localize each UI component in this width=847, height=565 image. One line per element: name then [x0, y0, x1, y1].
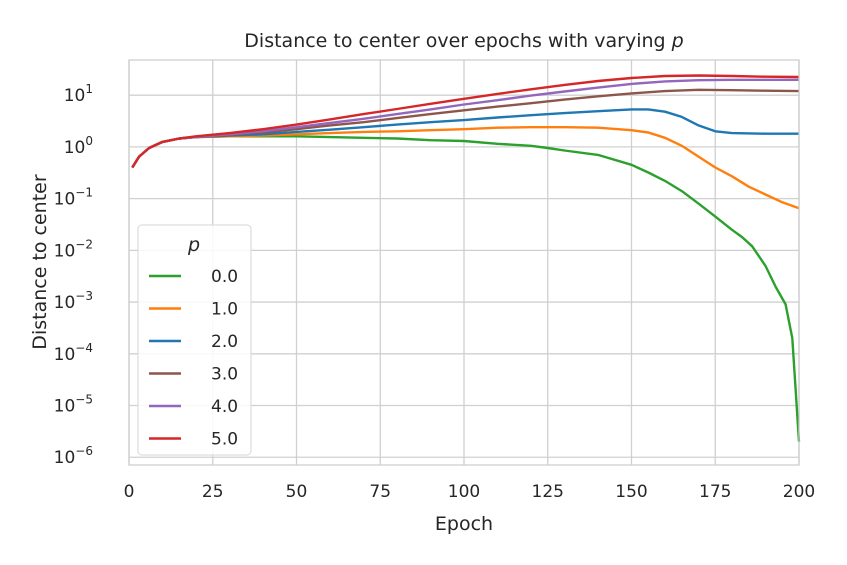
chart-title-text: Distance to center over epochs with vary… [244, 30, 671, 52]
legend-box [137, 224, 252, 456]
legend-label-0.0: 0.0 [211, 267, 238, 287]
legend-label-3.0: 3.0 [211, 365, 238, 385]
y-tick-label: 101 [64, 82, 93, 106]
x-axis-label: Epoch [435, 513, 493, 535]
x-tick-label: 50 [286, 482, 308, 502]
x-tick-label: 0 [124, 482, 135, 502]
plot-frame [128, 59, 800, 466]
y-tick-label: 10−5 [54, 393, 93, 417]
y-tick-label: 100 [64, 134, 93, 158]
y-tick-label: 10−2 [54, 237, 93, 261]
legend-label-2.0: 2.0 [211, 332, 238, 352]
y-tick-label: 10−4 [54, 341, 93, 365]
x-tick-label: 150 [615, 482, 647, 502]
y-tick-labels: 10−6 10−5 10−4 10−3 10−2 10−1 100 101 [54, 82, 93, 468]
x-tick-label: 25 [202, 482, 224, 502]
x-tick-label: 100 [448, 482, 480, 502]
y-tick-label: 10−3 [54, 289, 93, 313]
x-tick-label: 200 [783, 482, 815, 502]
legend-label-4.0: 4.0 [211, 397, 238, 417]
x-tick-label: 125 [532, 482, 564, 502]
y-axis-label: Distance to center [29, 174, 51, 350]
series-line-5.0 [131, 74, 800, 169]
x-tick-label: 75 [369, 482, 391, 502]
chart-title: Distance to center over epochs with vary… [244, 30, 683, 52]
legend: p 0.0 1.0 2.0 3.0 4.0 5.0 [137, 224, 252, 456]
x-tick-label: 175 [699, 482, 731, 502]
y-tick-label: 10−1 [54, 186, 93, 210]
x-tick-labels: 0 25 50 75 100 125 150 175 200 [124, 482, 816, 502]
chart-title-variable: p [671, 30, 684, 52]
legend-label-5.0: 5.0 [211, 430, 238, 450]
legend-label-1.0: 1.0 [211, 300, 238, 320]
legend-items: 0.0 1.0 2.0 3.0 4.0 5.0 [149, 267, 238, 450]
series-layer [131, 74, 801, 442]
y-tick-label: 10−6 [54, 444, 93, 468]
legend-title: p [187, 234, 200, 256]
